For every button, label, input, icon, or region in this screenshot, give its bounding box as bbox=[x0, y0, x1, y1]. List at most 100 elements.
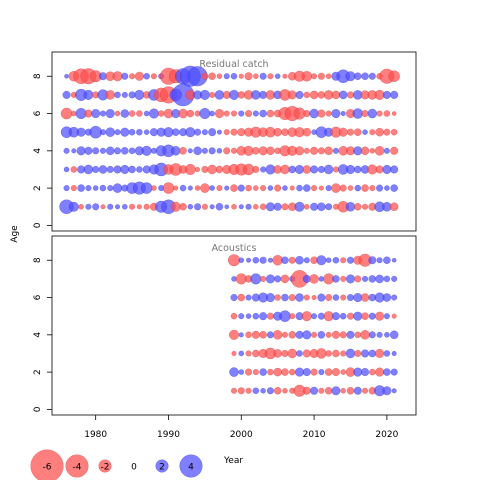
bubble-negative bbox=[200, 183, 210, 193]
bubble-positive bbox=[346, 256, 355, 264]
bubble-negative bbox=[230, 184, 238, 192]
bubble-positive bbox=[238, 110, 245, 117]
bubble-negative bbox=[252, 147, 260, 155]
bubble-negative bbox=[231, 203, 237, 210]
bubble-positive bbox=[76, 127, 86, 137]
bubble-positive bbox=[265, 292, 275, 303]
bubble-positive bbox=[194, 128, 202, 136]
bubble-negative bbox=[112, 71, 123, 82]
bubble-negative bbox=[237, 387, 245, 395]
bubble-negative bbox=[332, 349, 340, 358]
bubble-negative bbox=[301, 311, 312, 322]
bubble-negative bbox=[317, 147, 325, 155]
bubble-positive bbox=[382, 386, 392, 396]
bubble-positive bbox=[332, 275, 340, 283]
bubble-positive bbox=[331, 108, 341, 119]
bubble-positive bbox=[252, 387, 260, 395]
legend: -6 -4 -2 0 2 4 bbox=[30, 449, 203, 480]
legend-bubble bbox=[65, 454, 89, 478]
bubble-negative bbox=[260, 185, 267, 192]
bubble-negative bbox=[215, 165, 224, 174]
x-tick-label: 1980 bbox=[84, 430, 107, 440]
bubble-positive bbox=[215, 202, 224, 211]
bubble-positive bbox=[238, 369, 245, 375]
bubble-positive bbox=[310, 386, 319, 395]
bubble-negative bbox=[331, 183, 341, 193]
x-axis-title: Year bbox=[223, 456, 243, 466]
bubble-negative bbox=[60, 107, 73, 120]
bubble-positive bbox=[245, 294, 252, 301]
bubble-positive bbox=[345, 348, 356, 359]
bubble-positive bbox=[383, 313, 390, 320]
y-axis-2: 0 2 4 6 8 bbox=[33, 257, 52, 412]
bubble-positive bbox=[384, 332, 390, 338]
bubble-negative bbox=[194, 185, 201, 191]
bubble-positive bbox=[187, 148, 193, 154]
bubble-positive bbox=[187, 203, 194, 210]
bubble-positive bbox=[170, 146, 181, 156]
bubble-negative bbox=[266, 312, 274, 320]
y-tick-label: 6 bbox=[33, 294, 43, 300]
bubble-positive bbox=[209, 204, 215, 210]
bubble-positive bbox=[105, 146, 115, 156]
bubble-positive bbox=[92, 203, 100, 211]
legend-label: -4 bbox=[73, 463, 82, 473]
bubble-negative bbox=[227, 254, 241, 267]
bubble-positive bbox=[295, 330, 304, 339]
bubble-negative bbox=[231, 350, 237, 357]
bubble-negative bbox=[360, 330, 370, 340]
bubble-negative bbox=[390, 146, 399, 155]
bubble-positive bbox=[98, 165, 108, 174]
bubble-positive bbox=[353, 165, 362, 174]
bubble-positive bbox=[294, 201, 305, 212]
bubble-positive bbox=[99, 129, 107, 136]
bubble-positive bbox=[252, 312, 260, 320]
bubble-negative bbox=[325, 73, 332, 80]
bubble-negative bbox=[389, 202, 399, 212]
bubble-positive bbox=[238, 313, 245, 320]
bubble-positive bbox=[185, 127, 196, 138]
y-tick-label: 4 bbox=[33, 332, 43, 338]
bubble-negative bbox=[318, 185, 324, 191]
bubble-positive bbox=[230, 72, 238, 80]
bubble-positive bbox=[317, 293, 326, 302]
bubble-positive bbox=[120, 127, 130, 137]
bubble-positive bbox=[303, 257, 310, 264]
legend-item: -2 bbox=[98, 459, 112, 473]
bubble-positive bbox=[149, 128, 158, 137]
bubble-negative bbox=[375, 348, 385, 359]
bubble-negative bbox=[214, 108, 224, 119]
bubble-negative bbox=[207, 164, 217, 175]
bubble-positive bbox=[353, 311, 363, 321]
bubble-positive bbox=[317, 165, 325, 174]
bubble-negative bbox=[354, 275, 362, 283]
bubble-positive bbox=[113, 165, 122, 174]
bubble-negative bbox=[346, 91, 355, 99]
legend-item: 0 bbox=[131, 463, 137, 473]
bubble-negative bbox=[302, 386, 311, 395]
bubble-positive bbox=[106, 165, 114, 174]
bubble-positive bbox=[63, 185, 70, 192]
bubble-positive bbox=[245, 203, 252, 210]
bubble-positive bbox=[353, 367, 363, 377]
bubbles-2 bbox=[227, 253, 399, 397]
bubble-positive bbox=[345, 71, 356, 82]
bubble-negative bbox=[216, 185, 223, 192]
bubble-negative bbox=[273, 127, 282, 137]
bubble-negative bbox=[369, 148, 376, 154]
bubble-positive bbox=[99, 110, 107, 117]
bubble-negative bbox=[288, 256, 296, 264]
bubble-negative bbox=[340, 294, 347, 301]
bubble-positive bbox=[84, 146, 93, 155]
bubble-positive bbox=[383, 350, 391, 357]
bubble-negative bbox=[309, 274, 319, 284]
bubble-positive bbox=[382, 90, 391, 99]
bubble-negative bbox=[230, 147, 238, 154]
bubble-positive bbox=[105, 127, 116, 137]
legend-item: 4 bbox=[179, 454, 203, 478]
bubble-positive bbox=[71, 148, 77, 154]
bubble-positive bbox=[128, 128, 136, 136]
bubble-positive bbox=[209, 185, 215, 191]
bubble-positive bbox=[63, 166, 70, 173]
bubble-negative bbox=[375, 127, 384, 137]
